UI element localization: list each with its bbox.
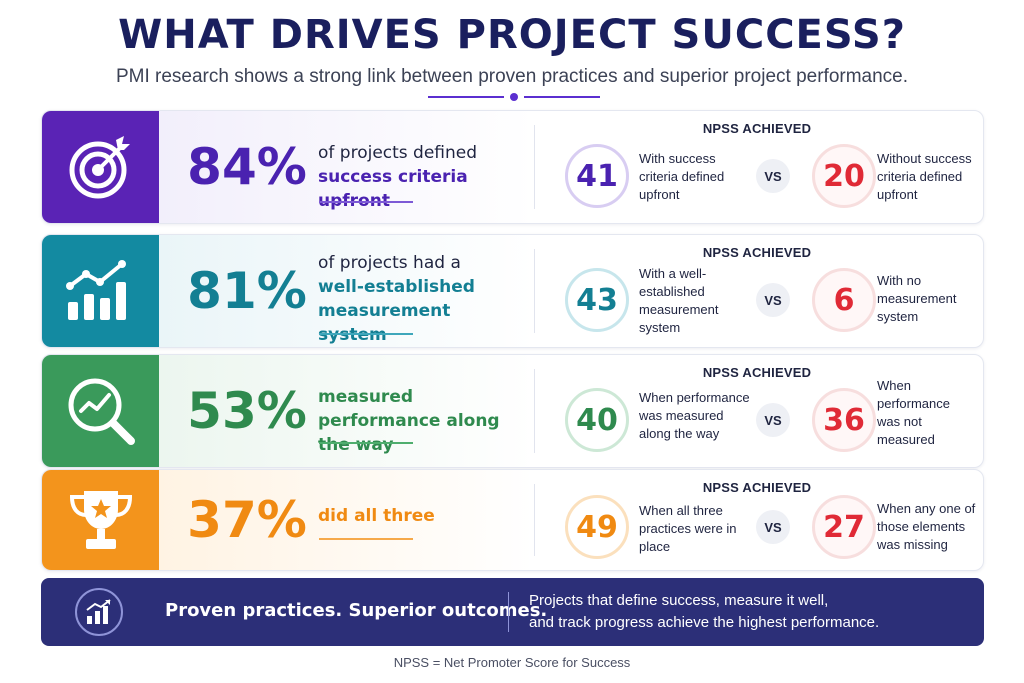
npss-score-without: 27 [812,495,876,559]
summary-message-line: and track progress achieve the highest p… [529,614,880,631]
vs-badge: VS [756,159,790,193]
stat-row-performance: 53% measured performance along the way N… [41,354,984,468]
stat-row-success-criteria: 84% of projects defined success criteria… [41,110,984,224]
stat-percent: 37% [187,491,307,549]
summary-message-line: Projects that define success, measure it… [529,592,829,609]
desc-highlight: measured performance along the way [318,387,500,455]
stat-description: of projects had a well-established measu… [318,251,518,347]
page-subtitle: PMI research shows a strong link between… [115,66,909,87]
npss-score-with: 49 [565,495,629,559]
npss-label-without: With no measurement system [877,273,957,324]
summary-slogan: Proven practices. Superior outcomes. [165,600,548,621]
summary-banner: Proven practices. Superior outcomes. Pro… [41,578,984,646]
npss-heading: NPSS ACHIEVED [702,480,812,495]
npss-score-with: 40 [565,388,629,452]
stat-percent: 53% [187,382,307,440]
summary-message: Projects that define success, measure it… [529,590,949,634]
npss-score-without: 6 [812,268,876,332]
stat-percent: 84% [187,138,307,196]
trophy-icon [42,470,159,570]
stat-percent: 81% [187,262,307,320]
npss-score-with: 41 [565,144,629,208]
desc-highlight: well-established measurement system [318,277,475,345]
npss-heading: NPSS ACHIEVED [702,121,812,136]
desc-highlight: did all three [318,506,435,526]
npss-label-without: When any one of those elements was missi… [877,501,976,552]
npss-label-with: With a well-established measurement syst… [639,266,719,335]
growth-chart-icon [75,588,123,636]
npss-score-with: 43 [565,268,629,332]
desc-highlight: success criteria upfront [318,167,468,211]
npss-score-without: 36 [812,388,876,452]
npss-label-without: Without success criteria defined upfront [877,151,972,202]
bar-chart-trend-icon [42,235,159,347]
npss-heading: NPSS ACHIEVED [702,365,812,380]
npss-label-with: When performance was measured along the … [639,390,750,441]
stat-description: measured performance along the way [318,385,518,457]
npss-score-without: 20 [812,144,876,208]
desc-plain: of projects defined [318,143,478,163]
target-icon [42,111,159,223]
npss-label-without: When performance was not measured [877,378,950,447]
npss-heading: NPSS ACHIEVED [702,245,812,260]
desc-plain: of projects had a [318,253,461,273]
title-divider [428,91,600,103]
page-title: WHAT DRIVES PROJECT SUCCESS? [118,12,906,58]
vs-badge: VS [756,403,790,437]
stat-row-measurement: 81% of projects had a well-established m… [41,234,984,348]
npss-label-with: When all three practices were in place [639,503,737,554]
vs-badge: VS [756,283,790,317]
vs-badge: VS [756,510,790,544]
footnote: NPSS = Net Promoter Score for Success [393,655,631,670]
stat-row-all-three: 37% did all three NPSS ACHIEVED 49 When … [41,469,984,571]
magnifier-trend-icon [42,355,159,467]
npss-label-with: With success criteria defined upfront [639,151,725,202]
stat-description: did all three [318,504,518,528]
